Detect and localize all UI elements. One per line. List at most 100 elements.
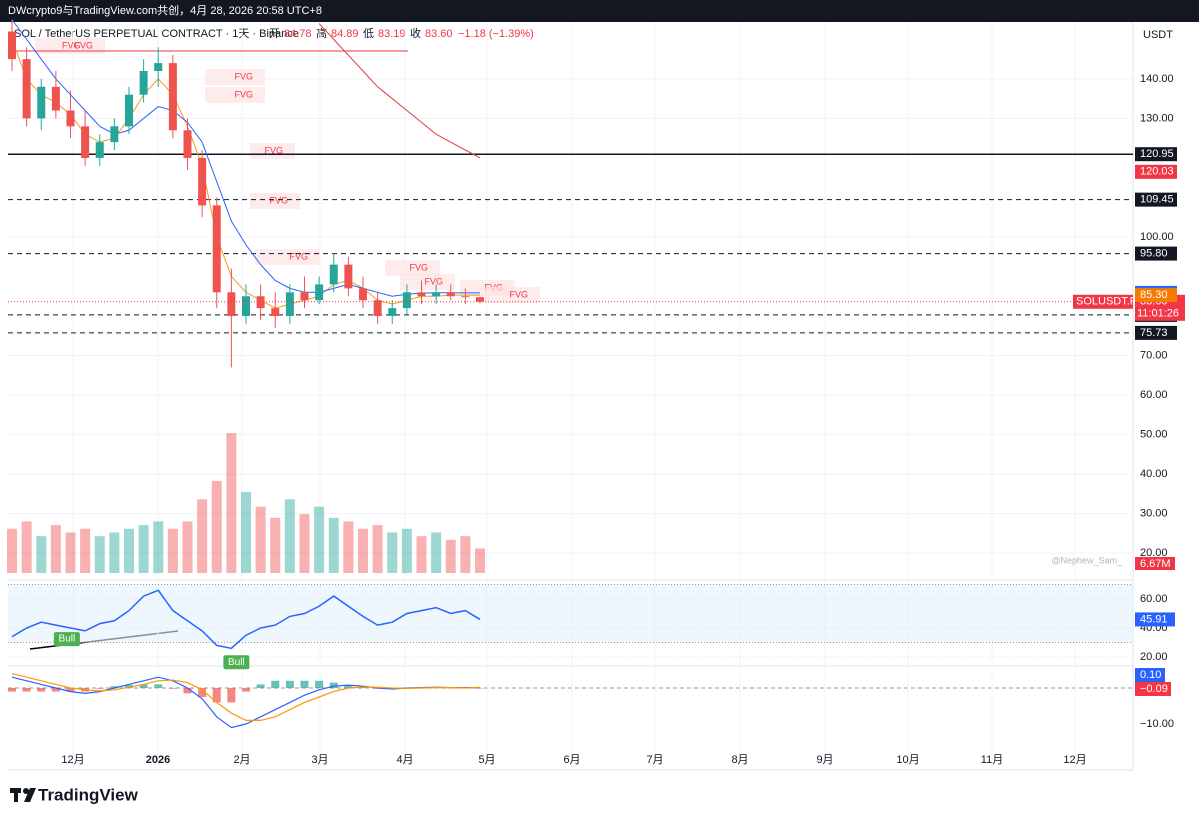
candle-body <box>417 292 426 297</box>
level-tag <box>1135 192 1177 207</box>
volume-bar <box>372 525 383 573</box>
volume-bar <box>94 536 105 573</box>
candle-body <box>183 130 192 158</box>
y-tick-label: 140.00 <box>1140 73 1174 85</box>
candle-body <box>359 288 367 301</box>
candle-body <box>373 300 382 317</box>
high-label: 高 <box>316 26 327 40</box>
candle-body <box>198 157 207 206</box>
volume-bar <box>80 528 91 573</box>
x-tick-label: 4月 <box>396 754 413 766</box>
fvg-label: FVG <box>424 276 443 286</box>
macd-hist <box>300 680 309 688</box>
logo-icon <box>10 788 36 802</box>
open-label: 开 <box>269 28 280 40</box>
candle-body <box>110 126 119 143</box>
macd-hist <box>183 688 192 694</box>
volume-bar <box>460 536 471 573</box>
candle-body <box>227 292 236 317</box>
high: 84.89 <box>331 28 359 40</box>
ema-line <box>318 23 481 159</box>
open: 84.78 <box>284 28 312 40</box>
candle-body <box>461 296 470 298</box>
change: −1.18 (−1.39%) <box>458 28 534 40</box>
price-tag-label: 120.03 <box>1140 166 1174 178</box>
level-tag <box>1135 147 1177 162</box>
symbol: SOL / TetherUS PERPETUAL CONTRACT · 1天 ·… <box>14 28 299 40</box>
logo: TradingView <box>38 785 139 804</box>
candle-body <box>66 110 75 127</box>
level-tag <box>1135 246 1177 261</box>
rsi-tag <box>1135 612 1175 627</box>
volume-bar <box>50 525 61 573</box>
volume-bar <box>416 536 427 573</box>
volume-bar <box>431 532 442 573</box>
candle-body <box>285 292 294 317</box>
macd-hist <box>95 688 104 689</box>
volume-bar <box>343 521 354 573</box>
volume-bar <box>124 528 134 573</box>
bull-label: Bull <box>228 657 245 668</box>
volume-bar <box>328 517 339 573</box>
fvg-label: FVG <box>234 71 253 81</box>
volume-bar <box>475 548 485 573</box>
macd-hist <box>37 688 46 692</box>
fvg-box <box>205 69 265 85</box>
close-label: 收 <box>410 26 421 40</box>
y-tick-label: 130.00 <box>1140 112 1174 124</box>
y-tick-label: 50.00 <box>1140 428 1168 440</box>
rsi-tick-label: 20.00 <box>1140 651 1168 663</box>
macd-hist <box>227 688 236 703</box>
unit: USDT <box>1143 29 1173 41</box>
candle-body <box>432 292 441 297</box>
macd-hist <box>198 688 207 697</box>
volume-bar <box>358 528 368 573</box>
volume-bar <box>314 506 325 573</box>
macd-last: 0.10 <box>1140 669 1161 681</box>
macd-hist <box>22 688 31 692</box>
x-tick-label: 3月 <box>311 754 328 766</box>
x-tick-label: 9月 <box>816 754 833 766</box>
macd-hist <box>139 684 148 688</box>
candle-body <box>315 284 324 301</box>
candle-body <box>168 63 177 131</box>
macd-hist <box>285 680 294 688</box>
volume-bar <box>241 491 251 573</box>
macd-hist <box>154 684 163 688</box>
price-tag <box>1135 288 1177 303</box>
x-tick-label: 7月 <box>646 754 663 766</box>
volume-bar <box>299 514 310 573</box>
macd-hist <box>242 688 250 692</box>
ema-line <box>11 19 480 297</box>
candle-body <box>329 264 338 285</box>
candle-body <box>476 297 484 302</box>
macd-hist <box>212 688 221 703</box>
candle-body <box>95 142 104 158</box>
volume-bar <box>109 532 120 573</box>
symbol-label: SOLUSDT.P <box>1076 296 1137 308</box>
y-tick-label: 60.00 <box>1140 389 1168 401</box>
candle-body <box>271 308 280 317</box>
volume-bar <box>65 532 76 573</box>
fvg-box <box>250 193 300 209</box>
volume-bar <box>445 539 456 573</box>
macd-hist <box>168 688 177 689</box>
fvg-box <box>255 249 320 265</box>
macd-hist <box>110 686 119 688</box>
x-tick-label: 2月 <box>233 754 250 766</box>
macd-hist <box>344 685 353 688</box>
candle-body <box>37 86 46 119</box>
candle-body <box>212 205 221 293</box>
rsi-band <box>8 584 1133 643</box>
volume-bar <box>36 536 47 573</box>
candle-body <box>139 71 148 95</box>
candle-body <box>8 31 16 60</box>
volume-bar <box>7 528 17 573</box>
fvg-box <box>485 287 540 303</box>
bull-label: Bull <box>59 634 76 645</box>
macd-hist <box>51 688 60 692</box>
y-tick-label: 100.00 <box>1140 231 1174 243</box>
level-label: 120.95 <box>1140 148 1174 160</box>
candle-body <box>446 292 455 297</box>
